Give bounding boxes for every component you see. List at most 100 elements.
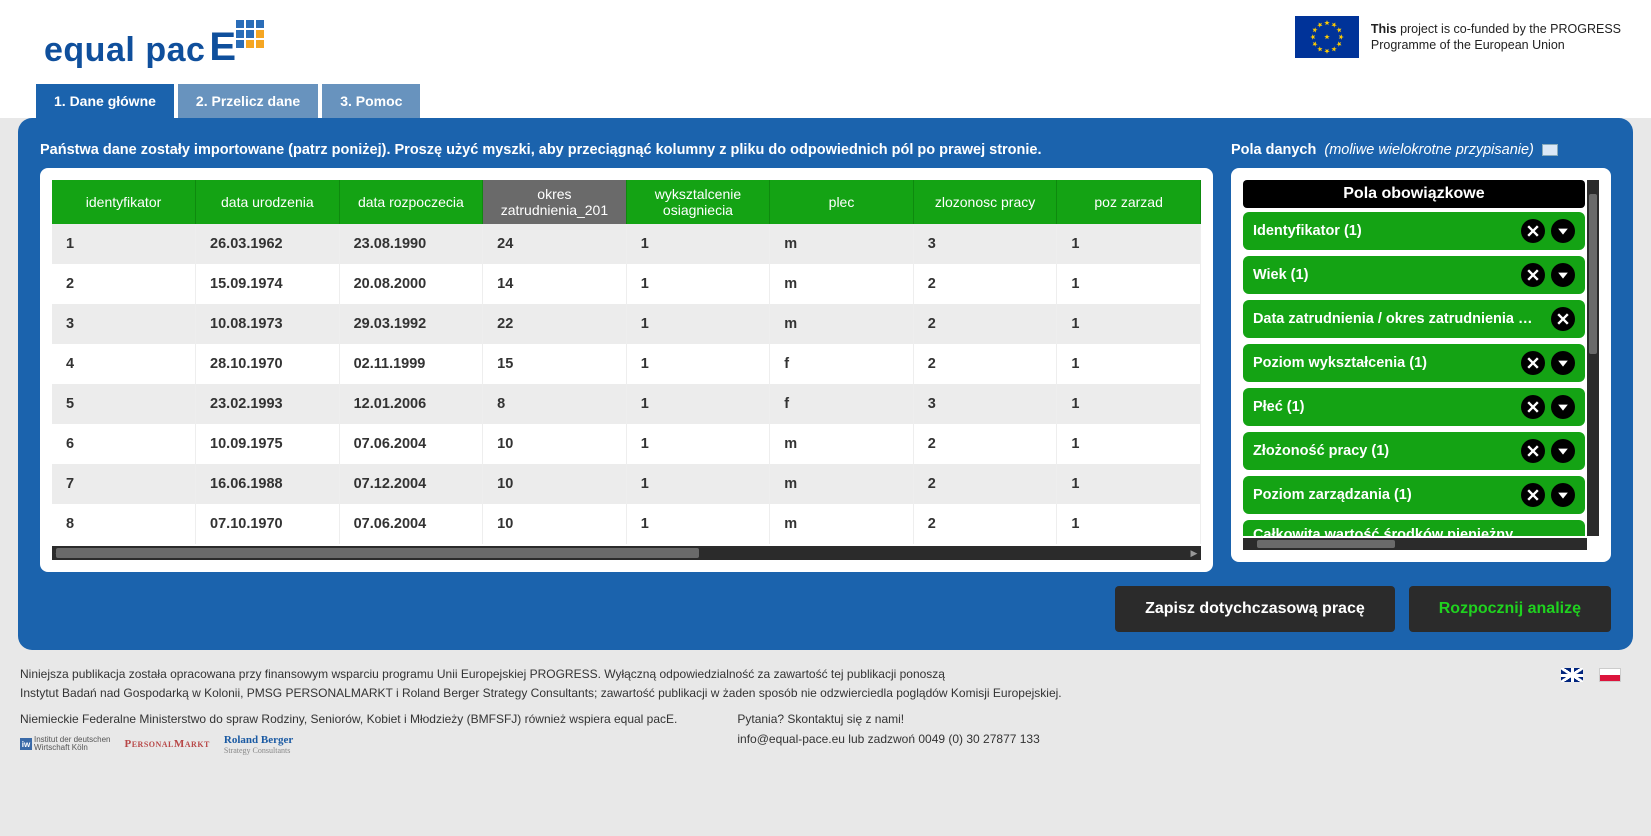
- table-row[interactable]: 215.09.197420.08.2000141m21: [52, 264, 1200, 304]
- field-pill[interactable]: Całkowita wartość środków pieniężnych w …: [1243, 520, 1585, 536]
- table-cell: 1: [52, 224, 196, 264]
- table-cell: 2: [913, 424, 1057, 464]
- field-label: Poziom wykształcenia (1): [1253, 355, 1427, 371]
- table-cell: m: [770, 504, 914, 544]
- table-row[interactable]: 428.10.197002.11.1999151f21: [52, 344, 1200, 384]
- tab-2[interactable]: 3. Pomoc: [322, 84, 420, 118]
- column-header[interactable]: data urodzenia: [196, 180, 340, 224]
- field-pill[interactable]: Poziom zarządzania (1): [1243, 476, 1585, 514]
- close-icon[interactable]: [1521, 263, 1545, 287]
- table-cell: 07.10.1970: [196, 504, 340, 544]
- table-cell: 07.06.2004: [339, 424, 483, 464]
- table-cell: 1: [626, 344, 770, 384]
- column-header[interactable]: wyksztalcenie osiagniecia: [626, 180, 770, 224]
- fields-v-scrollbar[interactable]: [1587, 180, 1599, 536]
- table-row[interactable]: 126.03.196223.08.1990241m31: [52, 224, 1200, 264]
- table-cell: 15: [483, 344, 627, 384]
- group-header: Pola obowiązkowe: [1243, 180, 1585, 208]
- table-cell: m: [770, 464, 914, 504]
- scroll-right-icon[interactable]: ▶: [1187, 546, 1201, 560]
- instruction-text: Państwa dane zostały importowane (patrz …: [40, 142, 1213, 158]
- table-cell: m: [770, 224, 914, 264]
- table-cell: 2: [913, 504, 1057, 544]
- table-cell: 2: [52, 264, 196, 304]
- chevron-down-icon[interactable]: [1551, 483, 1575, 507]
- table-cell: 15.09.1974: [196, 264, 340, 304]
- field-pill[interactable]: Wiek (1): [1243, 256, 1585, 294]
- column-header[interactable]: zlozonosc pracy: [913, 180, 1057, 224]
- start-analysis-button[interactable]: Rozpocznij analizę: [1409, 586, 1611, 632]
- table-row[interactable]: 610.09.197507.06.2004101m21: [52, 424, 1200, 464]
- table-cell: m: [770, 304, 914, 344]
- tab-1[interactable]: 2. Przelicz dane: [178, 84, 318, 118]
- field-label: Płeć (1): [1253, 399, 1305, 415]
- column-header[interactable]: data rozpoczecia: [339, 180, 483, 224]
- table-cell: f: [770, 344, 914, 384]
- chevron-down-icon[interactable]: [1551, 439, 1575, 463]
- close-icon[interactable]: [1551, 307, 1575, 331]
- chevron-down-icon[interactable]: [1551, 219, 1575, 243]
- save-button[interactable]: Zapisz dotychczasową pracę: [1115, 586, 1395, 632]
- table-cell: 6: [52, 424, 196, 464]
- tab-0[interactable]: 1. Dane główne: [36, 84, 174, 118]
- column-header[interactable]: plec: [770, 180, 914, 224]
- table-row[interactable]: 807.10.197007.06.2004101m21: [52, 504, 1200, 544]
- field-pill[interactable]: Poziom wykształcenia (1): [1243, 344, 1585, 382]
- chevron-down-icon[interactable]: [1551, 395, 1575, 419]
- action-buttons: Zapisz dotychczasową pracę Rozpocznij an…: [40, 586, 1611, 632]
- table-cell: 5: [52, 384, 196, 424]
- table-cell: 10: [483, 464, 627, 504]
- table-cell: 1: [626, 384, 770, 424]
- fields-heading: Pola danych (moliwe wielokrotne przypisa…: [1231, 142, 1611, 158]
- table-cell: 07.06.2004: [339, 504, 483, 544]
- eu-line2: Programme of the European Union: [1371, 37, 1621, 53]
- topbar: equal pac E: [0, 0, 1651, 84]
- table-cell: 14: [483, 264, 627, 304]
- table-row[interactable]: 310.08.197329.03.1992221m21: [52, 304, 1200, 344]
- close-icon[interactable]: [1521, 219, 1545, 243]
- flag-uk-icon[interactable]: [1561, 668, 1583, 682]
- field-pill[interactable]: Identyfikator (1): [1243, 212, 1585, 250]
- close-icon[interactable]: [1521, 351, 1545, 375]
- field-label: Złożoność pracy (1): [1253, 443, 1389, 459]
- table-cell: 1: [1057, 464, 1201, 504]
- table-cell: 28.10.1970: [196, 344, 340, 384]
- table-cell: 1: [1057, 224, 1201, 264]
- table-cell: 1: [1057, 264, 1201, 304]
- column-header[interactable]: poz zarzad: [1057, 180, 1201, 224]
- logo-text-1: equal: [44, 31, 135, 70]
- column-header[interactable]: okres zatrudnienia_201: [483, 180, 627, 224]
- close-icon[interactable]: [1521, 395, 1545, 419]
- table-cell: 3: [52, 304, 196, 344]
- tab-bar: 1. Dane główne2. Przelicz dane3. Pomoc: [0, 84, 1651, 118]
- table-h-scrollbar[interactable]: ◀ ▶: [52, 546, 1201, 560]
- close-icon[interactable]: [1521, 439, 1545, 463]
- footer-line-3: Niemieckie Federalne Ministerstwo do spr…: [20, 711, 677, 727]
- table-cell: 26.03.1962: [196, 224, 340, 264]
- chevron-down-icon[interactable]: [1551, 263, 1575, 287]
- table-card: identyfikatordata urodzeniadata rozpocze…: [40, 168, 1213, 572]
- table-cell: 16.06.1988: [196, 464, 340, 504]
- fields-h-scrollbar[interactable]: [1243, 538, 1587, 550]
- column-header[interactable]: identyfikator: [52, 180, 196, 224]
- main-panel: Państwa dane zostały importowane (patrz …: [18, 118, 1633, 650]
- field-label: Całkowita wartość środków pieniężnych w …: [1253, 527, 1533, 536]
- chevron-down-icon[interactable]: [1551, 351, 1575, 375]
- field-label: Data zatrudnienia / okres zatrudnienia (…: [1253, 311, 1533, 327]
- table-row[interactable]: 716.06.198807.12.2004101m21: [52, 464, 1200, 504]
- flag-pl-icon[interactable]: [1599, 668, 1621, 682]
- footer-contact-1: Pytania? Skontaktuj się z nami!: [737, 711, 1039, 727]
- table-cell: m: [770, 264, 914, 304]
- table-cell: 1: [626, 224, 770, 264]
- table-cell: 23.08.1990: [339, 224, 483, 264]
- field-pill[interactable]: Data zatrudnienia / okres zatrudnienia (…: [1243, 300, 1585, 338]
- field-pill[interactable]: Płeć (1): [1243, 388, 1585, 426]
- table-row[interactable]: 523.02.199312.01.200681f31: [52, 384, 1200, 424]
- table-cell: 1: [1057, 504, 1201, 544]
- table-cell: 23.02.1993: [196, 384, 340, 424]
- field-pill[interactable]: Złożoność pracy (1): [1243, 432, 1585, 470]
- table-cell: 1: [1057, 424, 1201, 464]
- close-icon[interactable]: [1521, 483, 1545, 507]
- scroll-thumb[interactable]: [56, 548, 699, 558]
- book-icon[interactable]: [1542, 144, 1558, 156]
